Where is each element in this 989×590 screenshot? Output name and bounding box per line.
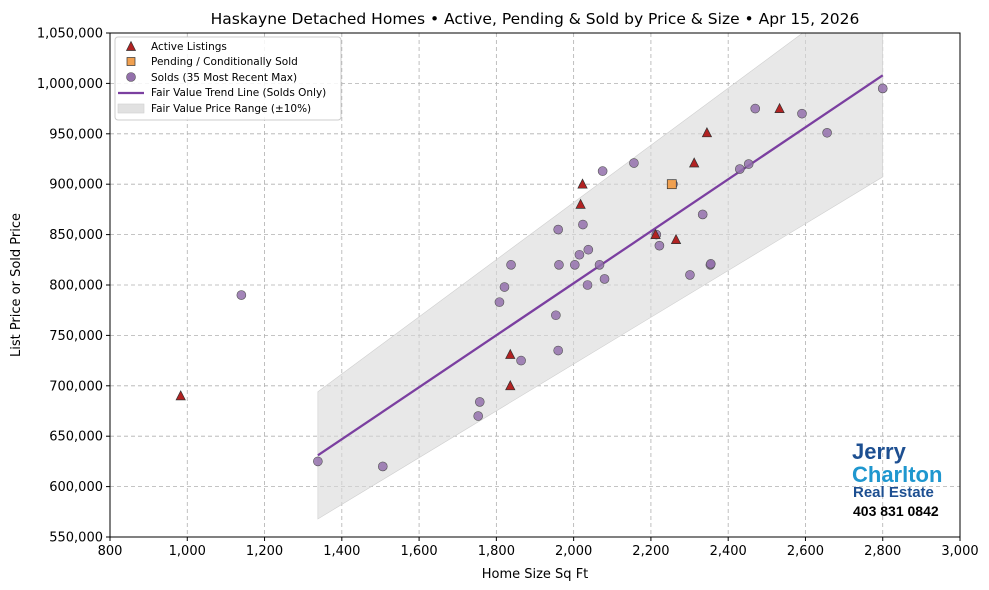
grid-lines bbox=[110, 33, 960, 537]
sold-point bbox=[473, 411, 484, 421]
sold-point bbox=[474, 397, 485, 407]
x-tick-label: 2,400 bbox=[710, 544, 747, 559]
brand-name-first: Jerry bbox=[852, 439, 907, 464]
sold-point bbox=[583, 244, 594, 255]
x-tick-label: 3,000 bbox=[941, 544, 978, 559]
x-tick-label: 2,000 bbox=[555, 544, 592, 559]
sold-point bbox=[877, 83, 888, 94]
legend-band-icon bbox=[117, 103, 145, 114]
y-tick-label: 950,000 bbox=[49, 127, 103, 142]
sold-point bbox=[569, 260, 580, 270]
sold-point bbox=[594, 260, 605, 270]
sold-point bbox=[582, 280, 593, 290]
axes bbox=[106, 32, 961, 541]
sold-point bbox=[629, 158, 639, 168]
active-point bbox=[774, 102, 785, 113]
fair-value-band-layer bbox=[317, 33, 884, 520]
sold-point bbox=[551, 310, 561, 321]
legend-box bbox=[114, 36, 342, 121]
sold-point bbox=[697, 209, 708, 220]
y-tick-label: 750,000 bbox=[49, 329, 103, 344]
sold-point bbox=[822, 127, 832, 138]
sold-point bbox=[578, 219, 588, 230]
y-tick-label: 650,000 bbox=[49, 430, 103, 445]
x-tick-label: 2,600 bbox=[787, 544, 824, 559]
sold-point bbox=[597, 166, 608, 176]
sold-point bbox=[553, 224, 563, 235]
y-tick-label: 700,000 bbox=[49, 379, 103, 394]
sold-point bbox=[574, 249, 585, 260]
x-tick-label: 1,800 bbox=[478, 544, 515, 559]
fair-value-band bbox=[317, 33, 884, 520]
x-tick-label: 2,200 bbox=[632, 544, 669, 559]
x-tick-label: 1,600 bbox=[400, 544, 437, 559]
sold-point bbox=[750, 103, 761, 114]
legend-label-active: Active Listings bbox=[151, 41, 227, 53]
sold-point bbox=[797, 108, 807, 119]
y-tick-label: 600,000 bbox=[49, 480, 103, 495]
x-tick-label: 1,200 bbox=[246, 544, 283, 559]
sold-point bbox=[516, 355, 526, 366]
legend-square-icon bbox=[126, 57, 136, 66]
legend-triangle-icon bbox=[125, 40, 137, 51]
x-tick-label: 2,800 bbox=[864, 544, 901, 559]
y-axis-title: List Price or Sold Price bbox=[9, 213, 24, 357]
sold-point bbox=[313, 456, 323, 467]
sold-point bbox=[734, 164, 745, 174]
y-tick-label: 850,000 bbox=[49, 228, 103, 243]
data-points bbox=[175, 83, 888, 472]
sold-point bbox=[553, 345, 563, 356]
x-tick-label: 800 bbox=[98, 544, 123, 559]
sold-point bbox=[377, 461, 388, 472]
brand-logo: Jerry Charlton Real Estate 403 831 0842 bbox=[852, 439, 942, 519]
brand-phone: 403 831 0842 bbox=[853, 503, 939, 519]
active-point bbox=[689, 157, 700, 168]
legend-label-trend: Fair Value Trend Line (Solds Only) bbox=[151, 87, 326, 99]
y-tick-label: 550,000 bbox=[49, 531, 103, 546]
active-point bbox=[577, 178, 588, 189]
pending-point bbox=[666, 179, 677, 190]
sold-point bbox=[685, 270, 695, 280]
y-tick-label: 800,000 bbox=[49, 279, 103, 294]
legend-label-band: Fair Value Price Range (±10%) bbox=[151, 103, 311, 115]
x-tick-label: 1,400 bbox=[323, 544, 360, 559]
sold-point bbox=[705, 259, 716, 269]
x-axis-title: Home Size Sq Ft bbox=[482, 567, 589, 582]
sold-point bbox=[654, 240, 665, 251]
active-point bbox=[175, 390, 186, 401]
y-tick-label: 1,000,000 bbox=[37, 77, 103, 92]
legend-label-pending: Pending / Conditionally Sold bbox=[151, 56, 298, 68]
legend-circle-icon bbox=[126, 72, 136, 82]
sold-point bbox=[506, 260, 516, 270]
legend: Active Listings Pending / Conditionally … bbox=[114, 36, 342, 121]
active-point bbox=[575, 198, 586, 209]
y-tick-label: 1,050,000 bbox=[37, 27, 103, 42]
x-tick-label: 1,000 bbox=[169, 544, 206, 559]
chart-title: Haskayne Detached Homes • Active, Pendin… bbox=[211, 10, 860, 28]
brand-name-last: Charlton bbox=[852, 462, 942, 487]
active-point bbox=[670, 233, 682, 244]
active-point bbox=[701, 127, 713, 138]
active-point bbox=[650, 228, 661, 239]
sold-point bbox=[743, 159, 754, 169]
active-point bbox=[505, 380, 516, 391]
sold-point bbox=[554, 260, 564, 270]
sold-point bbox=[599, 274, 610, 284]
brand-tagline: Real Estate bbox=[853, 484, 934, 501]
y-tick-label: 900,000 bbox=[49, 178, 103, 193]
sold-point bbox=[494, 297, 505, 307]
legend-label-solds: Solds (35 Most Recent Max) bbox=[151, 72, 297, 84]
tick-labels: 800 1,000 1,200 1,400 1,600 1,800 2,000 2,200 2,… bbox=[37, 27, 979, 560]
active-point bbox=[505, 348, 516, 359]
sold-point bbox=[236, 290, 247, 300]
sold-point bbox=[499, 282, 510, 292]
